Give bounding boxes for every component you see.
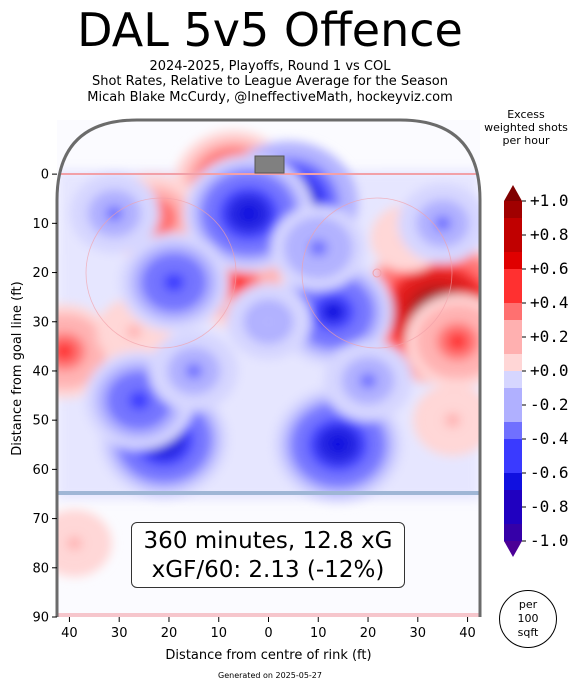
colorbar-segment — [504, 218, 522, 236]
colorbar-segment — [504, 456, 522, 474]
colorbar-segment — [504, 490, 522, 508]
colorbar-tick-label: +0.0 — [530, 361, 569, 380]
y-tick-label: 60 — [32, 463, 49, 478]
colorbar-segment — [504, 473, 522, 491]
x-tick-label: 10 — [310, 626, 327, 641]
colorbar-tick-label: -0.6 — [530, 463, 569, 482]
subtitle-line-1: 2024-2025, Playoffs, Round 1 vs COL — [149, 59, 391, 74]
y-tick-label: 30 — [32, 315, 49, 330]
colorbar-min-arrow — [504, 541, 522, 557]
x-tick-label: 40 — [61, 626, 78, 641]
stats-box: 360 minutes, 12.8 xG xGF/60: 2.13 (-12%) — [131, 522, 405, 588]
rink-boards — [55, 118, 482, 617]
colorbar-tick-label: -0.2 — [530, 395, 569, 414]
colorbar-segment — [504, 235, 522, 253]
colorbar-segment — [504, 388, 522, 406]
heat-contour — [324, 432, 352, 457]
colorbar-segment — [504, 286, 522, 304]
colorbar-tick-label: +0.4 — [530, 293, 569, 312]
heat-contour — [127, 390, 151, 411]
x-tick-label: 20 — [161, 626, 178, 641]
generated-date: Generated on 2025-05-27 — [218, 671, 322, 680]
subtitle-line-2: Shot Rates, Relative to League Average f… — [91, 74, 449, 89]
colorbar-segment — [504, 507, 522, 525]
stats-line-2: xGF/60: 2.13 (-12%) — [151, 557, 385, 583]
colorbar-segment — [504, 371, 522, 389]
colorbar-title: Excess weighted shots per hour — [484, 108, 568, 147]
colorbar-segment — [504, 524, 522, 542]
stats-line-1: 360 minutes, 12.8 xG — [143, 528, 393, 554]
chart-title: DAL 5v5 Offence — [77, 3, 463, 57]
x-tick-label: 0 — [264, 626, 272, 641]
colorbar-tick-label: -1.0 — [530, 531, 569, 550]
colorbar-segment — [504, 201, 522, 219]
colorbar-tick-label: +0.8 — [530, 225, 569, 244]
colorbar-tick-label: +1.0 — [530, 191, 569, 210]
heat-contour — [433, 214, 452, 232]
colorbar-max-arrow — [504, 185, 522, 201]
heat-contour — [308, 239, 329, 257]
y-tick-label: 90 — [32, 611, 49, 626]
heat-contour — [227, 272, 250, 293]
x-tick-label: 30 — [410, 626, 427, 641]
heat-contour — [126, 324, 142, 339]
heat-contour — [446, 331, 469, 352]
colorbar-tick-label: -0.4 — [530, 429, 569, 448]
y-axis-label: Distance from goal line (ft) — [10, 281, 25, 455]
faceoff-circle-left — [85, 197, 237, 349]
colorbar-segment — [504, 405, 522, 423]
subtitle-line-3: Micah Blake McCurdy, @IneffectiveMath, h… — [87, 90, 453, 105]
colorbar-segment — [504, 439, 522, 457]
heat-contour — [259, 313, 278, 330]
x-tick-label: 20 — [360, 626, 377, 641]
x-axis-label: Distance from centre of rink (ft) — [165, 648, 371, 663]
y-tick-label: 50 — [32, 414, 49, 429]
y-tick-label: 20 — [32, 266, 49, 281]
heat-contour — [104, 205, 124, 222]
x-tick-label: 30 — [111, 626, 128, 641]
heat-contour — [57, 341, 76, 361]
y-tick-label: 0 — [41, 168, 49, 183]
heat-contour — [444, 412, 461, 428]
colorbar-tick-label: -0.8 — [530, 497, 569, 516]
heat-contour — [358, 372, 378, 390]
y-tick-label: 80 — [32, 561, 49, 576]
colorbar-segment — [504, 337, 522, 355]
faceoff-circle-right — [301, 197, 453, 349]
centre-line — [57, 613, 480, 617]
colorbar-tick-label: +0.6 — [530, 259, 569, 278]
colorbar-segment — [504, 303, 522, 321]
colorbar-segment — [504, 252, 522, 270]
y-tick-label: 10 — [32, 217, 49, 232]
colorbar-segment — [504, 269, 522, 287]
heat-contour — [235, 201, 262, 226]
y-tick-label: 70 — [32, 512, 49, 527]
goal-net — [254, 155, 285, 174]
x-tick-label: 40 — [459, 626, 476, 641]
heat-contour — [320, 300, 346, 323]
heat-contour — [66, 536, 83, 551]
heat-contour — [184, 362, 204, 380]
colorbar-segment — [504, 422, 522, 440]
heat-contour — [162, 272, 186, 293]
colorbar-segment — [504, 354, 522, 372]
colorbar-tick-label: +0.2 — [530, 327, 569, 346]
y-tick-label: 40 — [32, 364, 49, 379]
x-tick-label: 10 — [210, 626, 227, 641]
per-100-sqft-badge: per 100 sqft — [499, 590, 557, 648]
faceoff-dot-right — [372, 268, 382, 278]
colorbar-segment — [504, 320, 522, 338]
